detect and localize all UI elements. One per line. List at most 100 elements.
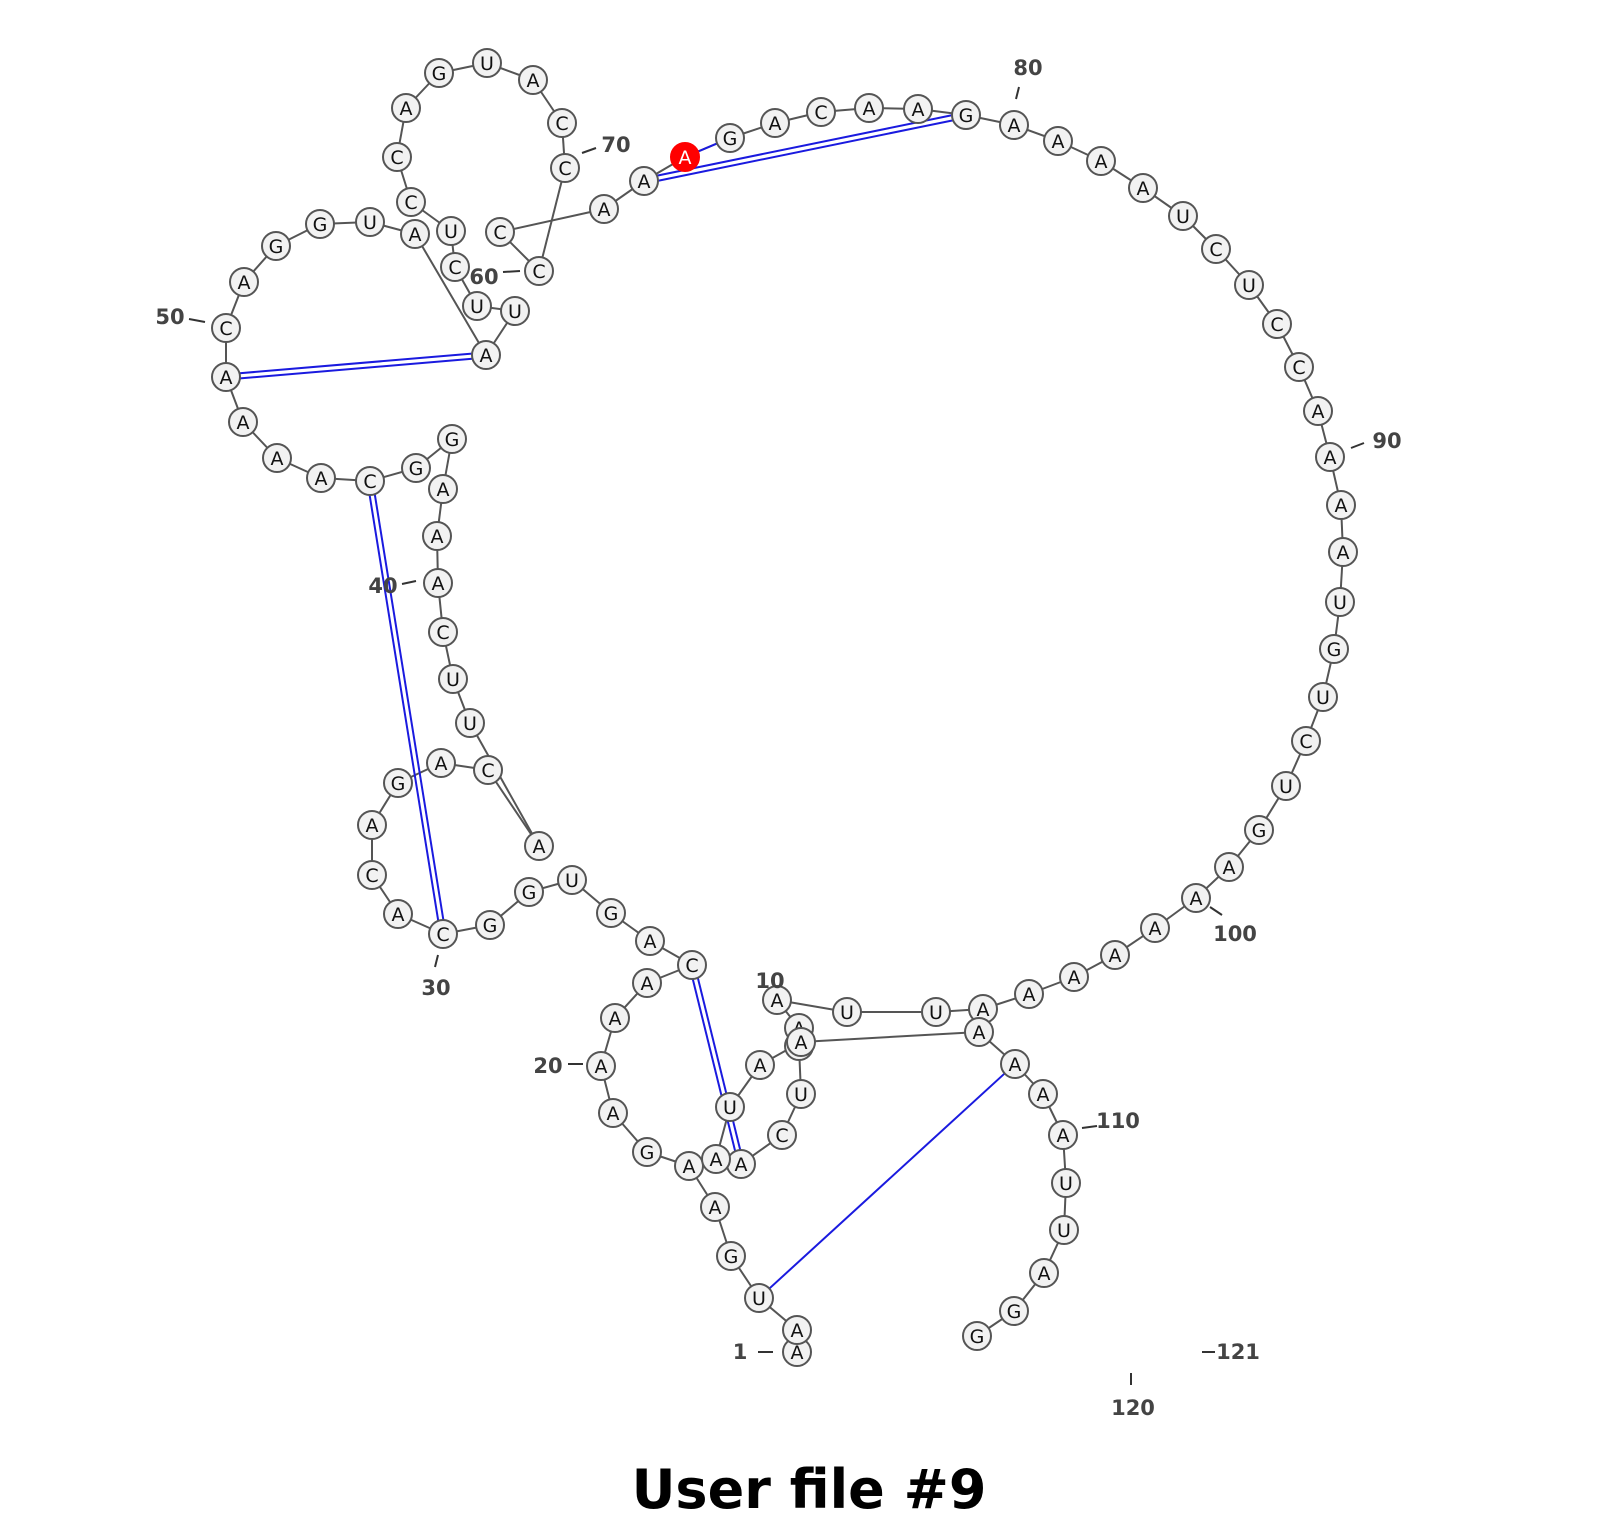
nucleotide-circle: [228, 407, 258, 437]
nucleotide-circle: [391, 93, 421, 123]
nucleotide: A: [229, 267, 259, 297]
nucleotide: G: [999, 1296, 1029, 1326]
backbone-segment: [414, 233, 487, 356]
nucleotide-circle: [518, 65, 548, 95]
nucleotide-letter: C: [448, 257, 461, 279]
nucleotide: G: [437, 424, 467, 454]
nucleotide: U: [438, 664, 468, 694]
nucleotide-circle: [1029, 1258, 1059, 1288]
nucleotide-letter: C: [775, 1125, 788, 1147]
nucleotide-circle: [306, 463, 336, 493]
nucleotide: U: [1271, 771, 1301, 801]
nucleotide-letter: A: [400, 98, 413, 120]
nucleotide-circle: [1014, 979, 1044, 1009]
nucleotide: C: [357, 860, 387, 890]
nucleotide-circle: [632, 968, 662, 998]
nucleotide-letter: A: [683, 1156, 696, 1178]
nucleotide-letter: A: [641, 973, 654, 995]
nucleotide-letter: A: [1008, 115, 1021, 137]
nucleotide-circle: [832, 997, 862, 1027]
nucleotide-circle: [786, 1079, 816, 1109]
nucleotide: A: [700, 1192, 730, 1222]
nucleotide-circle: [786, 1027, 816, 1057]
nucleotide-letter: C: [555, 113, 568, 135]
nucleotide: A: [1043, 126, 1073, 156]
nucleotide-circle: [462, 291, 492, 321]
nucleotide-circle: [999, 1296, 1029, 1326]
nucleotide-letter: U: [794, 1084, 808, 1106]
nucleotide-letter: A: [237, 412, 250, 434]
nucleotide-letter: C: [814, 102, 827, 124]
position-label: 30: [421, 976, 450, 1000]
nucleotide-letter: C: [558, 158, 571, 180]
nucleotide-circle: [211, 313, 241, 343]
position-tick: [401, 580, 417, 585]
nucleotide-letter: A: [1009, 1054, 1022, 1076]
nucleotide-circle: [1059, 962, 1089, 992]
nucleotide-letter: G: [391, 773, 406, 795]
nucleotide-circle: [436, 216, 466, 246]
position-label: 90: [1372, 429, 1401, 453]
nucleotide-circle: [211, 362, 241, 392]
nucleotide-letter: A: [1038, 1263, 1051, 1285]
nucleotide: A: [471, 340, 501, 370]
nucleotide-circle: [716, 1241, 746, 1271]
nucleotide: A: [635, 926, 665, 956]
nucleotide-letter: G: [724, 1246, 739, 1268]
nucleotide-letter: A: [710, 1149, 723, 1171]
nucleotide: G: [514, 877, 544, 907]
nucleotide: U: [472, 48, 502, 78]
nucleotide: A: [383, 899, 413, 929]
nucleotide: G: [305, 209, 335, 239]
nucleotide: U: [436, 216, 466, 246]
nucleotide-letter: A: [1068, 967, 1081, 989]
nucleotide-letter: A: [1223, 857, 1236, 879]
nucleotide: U: [1051, 1168, 1081, 1198]
nucleotide-letter: A: [1109, 945, 1122, 967]
nucleotide-circle: [475, 910, 505, 940]
nucleotide: U: [1308, 682, 1338, 712]
nucleotide-circle: [1303, 396, 1333, 426]
nucleotide-circle: [632, 1137, 662, 1167]
nucleotide: G: [1244, 815, 1274, 845]
nucleotide: A: [1326, 490, 1356, 520]
nucleotide: A: [1315, 442, 1345, 472]
nucleotide-letter: U: [565, 870, 579, 892]
nucleotide-circle: [396, 187, 426, 217]
nucleotide-circle: [767, 1120, 797, 1150]
nucleotide-circle: [745, 1050, 775, 1080]
nucleotide-letter: G: [1007, 1301, 1022, 1323]
nucleotide-circle: [485, 217, 515, 247]
nucleotide-circle: [701, 1144, 731, 1174]
nucleotide-letter: A: [527, 70, 540, 92]
nucleotide-letter: A: [1190, 888, 1203, 910]
nucleotide-letter: A: [863, 98, 876, 120]
nucleotide-letter: G: [723, 128, 738, 150]
nucleotide: C: [396, 187, 426, 217]
nucleotide-letter: C: [390, 147, 403, 169]
nucleotide: U: [1168, 201, 1198, 231]
nucleotide-circle: [1326, 490, 1356, 520]
nucleotide: G: [962, 1321, 992, 1351]
nucleotide-letter: A: [431, 526, 444, 548]
nucleotide: A: [999, 110, 1029, 140]
highlighted-nucleotide: A: [670, 142, 700, 172]
nucleotide-letter: C: [363, 471, 376, 493]
base-pair: [368, 494, 445, 921]
base-pair: [768, 1072, 1006, 1290]
nucleotide: A: [598, 1098, 628, 1128]
base-pair: [691, 977, 742, 1152]
nucleotide-letter: A: [709, 1197, 722, 1219]
nucleotide-letter: A: [392, 904, 405, 926]
nucleotide-letter: A: [973, 1022, 986, 1044]
nucleotide-circle: [962, 1321, 992, 1351]
nucleotide-letter: A: [1052, 131, 1065, 153]
nucleotide: A: [1028, 1079, 1058, 1109]
nucleotide-letter: A: [432, 573, 445, 595]
nucleotide-letter: A: [533, 836, 546, 858]
nucleotide: A: [1181, 883, 1211, 913]
nucleotide: A: [228, 407, 258, 437]
nucleotide: A: [786, 1027, 816, 1057]
nucleotide-letter: A: [638, 171, 651, 193]
nucleotide-circle: [383, 768, 413, 798]
